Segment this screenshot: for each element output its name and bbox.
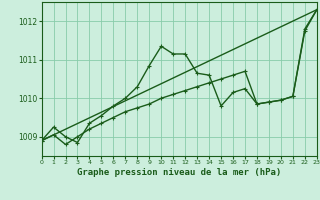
X-axis label: Graphe pression niveau de la mer (hPa): Graphe pression niveau de la mer (hPa) — [77, 168, 281, 177]
